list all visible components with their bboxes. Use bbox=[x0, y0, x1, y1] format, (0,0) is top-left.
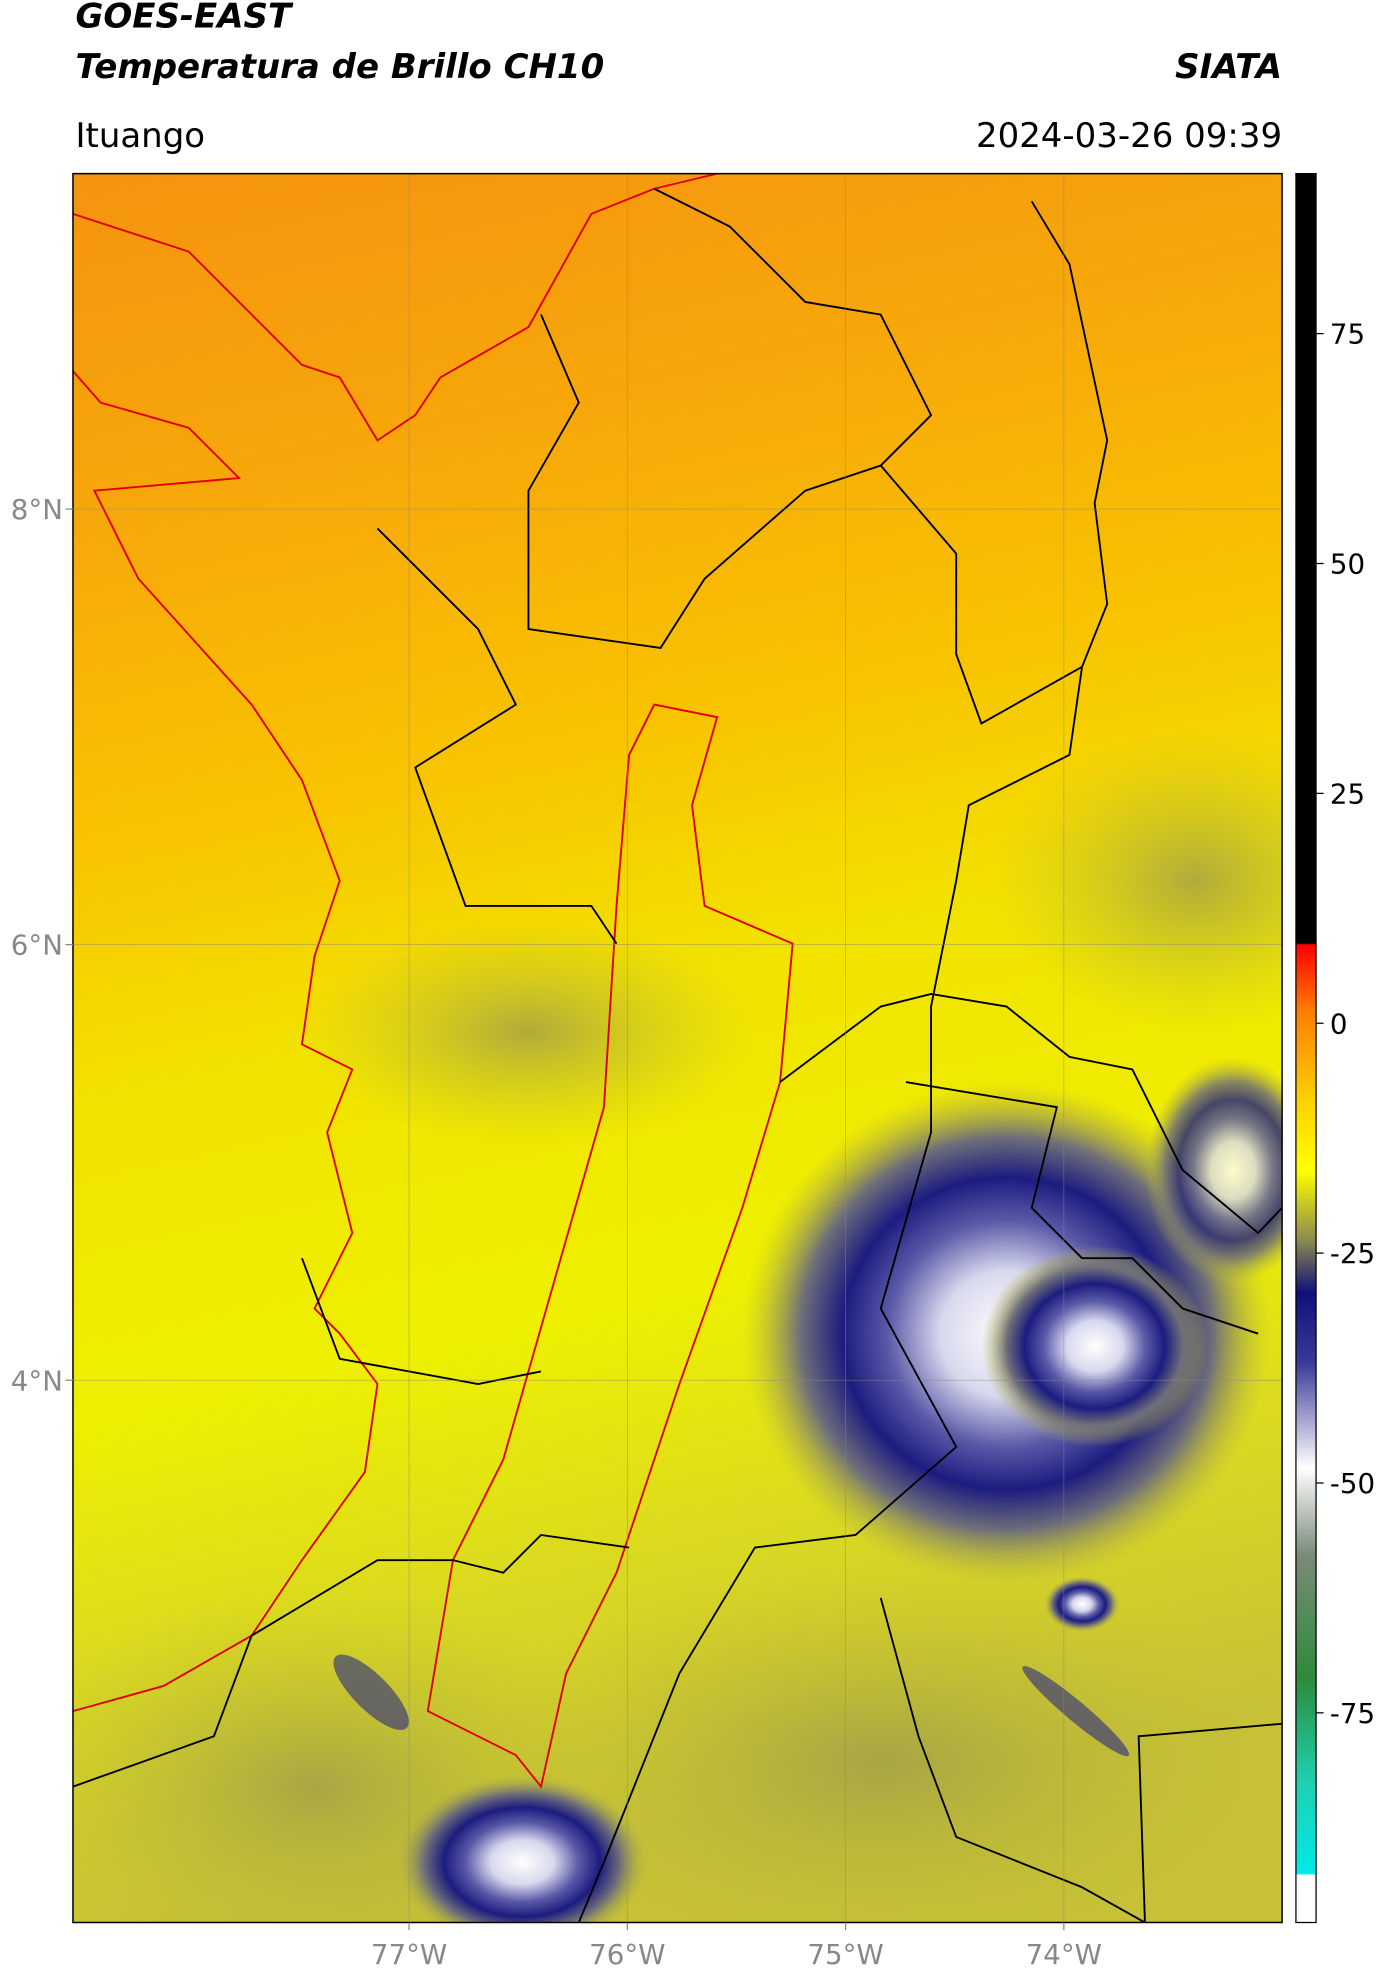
grid bbox=[72, 173, 1283, 1923]
datetime: 2024-03-26 09:39 bbox=[976, 116, 1282, 156]
x-tick-label: 74°W bbox=[1026, 1938, 1102, 1971]
subtitle: Temperatura de Brillo CH10 bbox=[75, 47, 604, 87]
colorbar-tick-label: 0 bbox=[1330, 1007, 1348, 1040]
x-tick-label: 75°W bbox=[807, 1938, 883, 1971]
source: SIATA bbox=[1175, 47, 1282, 87]
colorbar-tick-label: -25 bbox=[1330, 1237, 1375, 1270]
colorbar-tick-label: -50 bbox=[1330, 1467, 1375, 1500]
colorbar-tick-label: -75 bbox=[1330, 1697, 1375, 1730]
y-tick-label: 6°N bbox=[11, 929, 63, 962]
colorbar bbox=[1295, 172, 1317, 1924]
colorbar-tick-label: 25 bbox=[1330, 777, 1365, 810]
x-tick-label: 76°W bbox=[589, 1938, 665, 1971]
map-frame bbox=[72, 172, 1283, 1924]
colorbar-tick-label: 75 bbox=[1330, 318, 1365, 351]
x-tick-label: 77°W bbox=[371, 1938, 447, 1971]
y-tick-label: 4°N bbox=[11, 1364, 63, 1397]
title: GOES-EAST bbox=[75, 0, 293, 37]
colorbar-tick-label: 50 bbox=[1330, 548, 1365, 581]
map-image bbox=[72, 173, 1283, 1923]
location: Ituango bbox=[75, 116, 205, 156]
y-tick-label: 8°N bbox=[11, 493, 63, 526]
